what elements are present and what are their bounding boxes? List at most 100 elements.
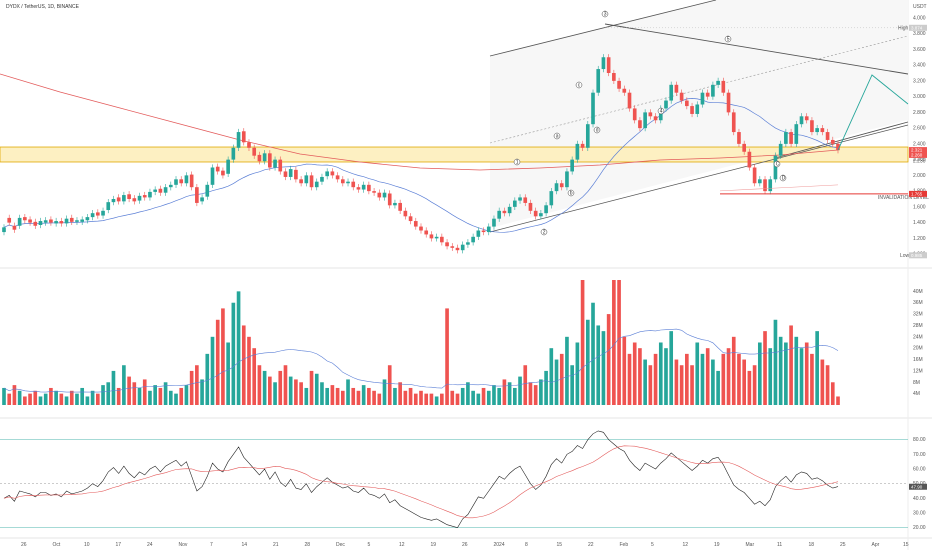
candle-body xyxy=(189,174,194,188)
volume-bar xyxy=(49,387,53,405)
candle-body xyxy=(836,143,840,151)
wave-a-label: a xyxy=(556,134,559,140)
candle-body xyxy=(502,210,507,214)
candle-body xyxy=(679,92,684,101)
candle-body xyxy=(742,143,746,152)
volume-bar xyxy=(59,393,64,405)
volume-bar xyxy=(116,387,121,405)
price-axis-currency: USDT xyxy=(913,4,927,10)
candle-body xyxy=(700,92,705,105)
candle-body xyxy=(226,159,230,174)
candle-body xyxy=(85,217,90,221)
volume-tick-label: 24M xyxy=(913,334,923,340)
candle-body xyxy=(606,57,611,73)
candle-body xyxy=(747,151,752,168)
candle-body xyxy=(752,167,757,184)
wave-c-label: c xyxy=(578,83,581,89)
price-tick-label: 3.200 xyxy=(913,78,926,84)
time-tick-label: 17 xyxy=(116,542,122,548)
volume-bar xyxy=(90,390,95,405)
candle-body xyxy=(622,88,627,93)
candle-body xyxy=(820,128,825,133)
volume-bar xyxy=(257,365,262,405)
candle-body xyxy=(351,181,356,188)
rsi-tick-label: 80.00 xyxy=(913,437,926,443)
volume-bar xyxy=(122,365,126,405)
volume-bar xyxy=(17,390,22,405)
long-moving-average xyxy=(0,73,839,171)
rsi-tick-label: 60.00 xyxy=(913,467,926,473)
volume-bar xyxy=(320,382,324,405)
chart-title: DYDX / TetherUS, 1D, BINANCE xyxy=(6,4,80,10)
volume-bar xyxy=(596,325,601,405)
candle-body xyxy=(309,175,314,188)
candle-body xyxy=(43,220,48,223)
volume-bar xyxy=(294,379,298,405)
volume-bar xyxy=(539,379,543,405)
price-tick-label: 3.400 xyxy=(913,63,926,69)
candle-body xyxy=(778,143,783,156)
wave-3-label: 3 xyxy=(604,12,607,18)
wave-2-label: 2 xyxy=(543,230,546,236)
wave-3-label-circle xyxy=(601,10,609,18)
volume-bar xyxy=(205,353,210,405)
wave-d-label-circle xyxy=(593,126,601,134)
time-tick-label: 18 xyxy=(809,542,815,548)
candle-body xyxy=(148,191,152,198)
price-tick-label: 2.000 xyxy=(913,173,926,179)
candle-body xyxy=(304,175,309,184)
price-tick-label: 3.800 xyxy=(913,31,926,37)
candle-body xyxy=(299,179,303,184)
volume-tick-label: 12M xyxy=(913,368,923,374)
price-tick-label: 1.400 xyxy=(913,220,926,226)
volume-bar xyxy=(80,387,85,405)
candle-body xyxy=(205,184,210,197)
wave-c-label-circle xyxy=(575,81,583,89)
candle-body xyxy=(210,167,215,185)
rsi-pane[interactable] xyxy=(0,430,908,529)
volume-bar xyxy=(38,396,43,405)
candle-body xyxy=(75,220,79,222)
volume-bar xyxy=(554,359,559,405)
candle-body xyxy=(486,226,491,233)
volume-tick-label: 20M xyxy=(913,346,923,352)
time-tick-label: Mar xyxy=(746,542,755,548)
candle-body xyxy=(773,155,778,180)
volume-bar xyxy=(158,387,163,405)
volume-bar xyxy=(367,387,371,405)
volume-bar xyxy=(549,348,554,405)
time-tick-label: 15 xyxy=(903,542,909,548)
volume-bar xyxy=(784,342,788,405)
volume-bar xyxy=(440,393,444,405)
volume-bar xyxy=(189,370,194,405)
candle-body xyxy=(466,242,470,245)
time-tick-label: 12 xyxy=(399,542,405,548)
time-tick-label: Apr xyxy=(872,542,880,548)
invalidation-trend xyxy=(719,184,839,192)
candle-body xyxy=(221,170,225,176)
volume-bar xyxy=(429,393,434,405)
candle-body xyxy=(335,175,340,180)
triangle-upper-line xyxy=(604,23,909,75)
volume-bar xyxy=(606,314,611,405)
volume-bar xyxy=(382,379,387,405)
high-price-tag-text: 3.874 xyxy=(911,25,923,30)
candle-body xyxy=(257,154,262,162)
invalidation-price-tag-text: 1.765 xyxy=(911,191,923,196)
time-tick-label: 8 xyxy=(525,542,528,548)
wave-d-label: d xyxy=(596,128,599,134)
volume-bar xyxy=(137,387,142,405)
volume-bar xyxy=(12,385,17,405)
volume-bar xyxy=(804,342,809,405)
volume-bar xyxy=(679,365,684,405)
volume-bar xyxy=(7,393,12,405)
volume-pane[interactable] xyxy=(2,280,840,405)
wave-a-label-circle xyxy=(553,132,561,140)
volume-bar xyxy=(711,359,715,405)
high-price-tag xyxy=(909,24,927,31)
candle-body xyxy=(643,112,647,129)
candle-body xyxy=(215,166,220,172)
volume-bar xyxy=(283,365,288,405)
